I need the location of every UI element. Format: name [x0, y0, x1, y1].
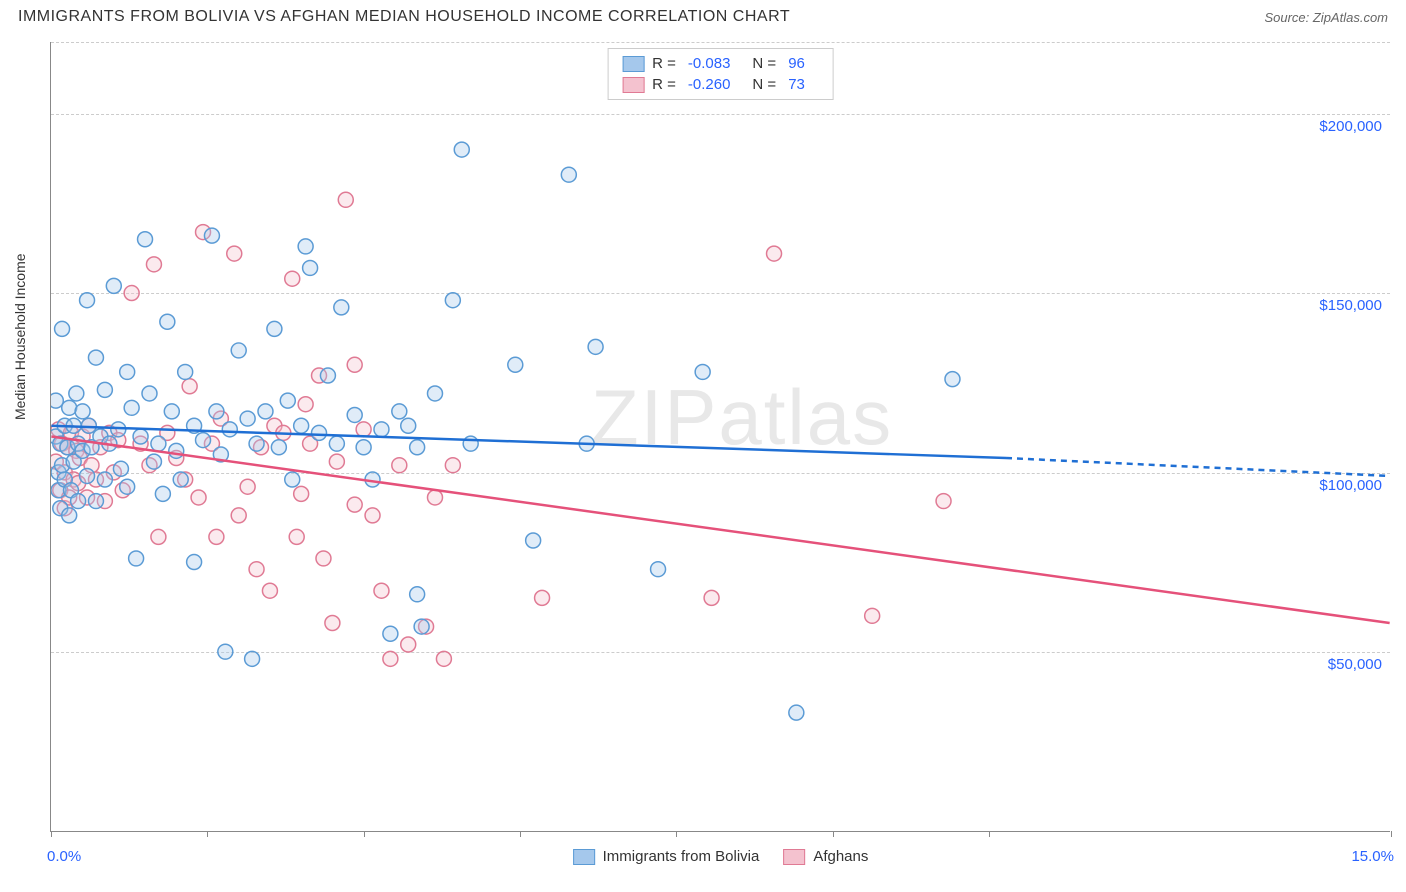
correlation-legend: R = -0.083 N = 96 R = -0.260 N = 73 [607, 48, 834, 100]
n-label: N = [752, 76, 776, 93]
r-label: R = [652, 55, 676, 72]
bolivia-n-value: 96 [788, 55, 805, 72]
bolivia-r-value: -0.083 [688, 55, 731, 72]
bolivia-swatch [573, 849, 595, 865]
r-label: R = [652, 76, 676, 93]
afghans-r-value: -0.260 [688, 76, 731, 93]
chart-plot-area: ZIPatlas R = -0.083 N = 96 R = -0.260 N … [50, 42, 1390, 832]
bolivia-legend-label: Immigrants from Bolivia [603, 848, 760, 865]
x-max-label: 15.0% [1351, 848, 1394, 865]
afghans-legend-label: Afghans [813, 848, 868, 865]
x-min-label: 0.0% [47, 848, 81, 865]
afghans-swatch [783, 849, 805, 865]
y-axis-label: Median Household Income [12, 253, 28, 420]
chart-title: IMMIGRANTS FROM BOLIVIA VS AFGHAN MEDIAN… [18, 8, 790, 26]
series-legend: Immigrants from Bolivia Afghans [573, 848, 869, 865]
afghans-n-value: 73 [788, 76, 805, 93]
afghans-swatch [622, 77, 644, 93]
scatter-svg [51, 42, 1390, 831]
source-attribution: Source: ZipAtlas.com [1264, 10, 1388, 25]
n-label: N = [752, 55, 776, 72]
bolivia-swatch [622, 56, 644, 72]
